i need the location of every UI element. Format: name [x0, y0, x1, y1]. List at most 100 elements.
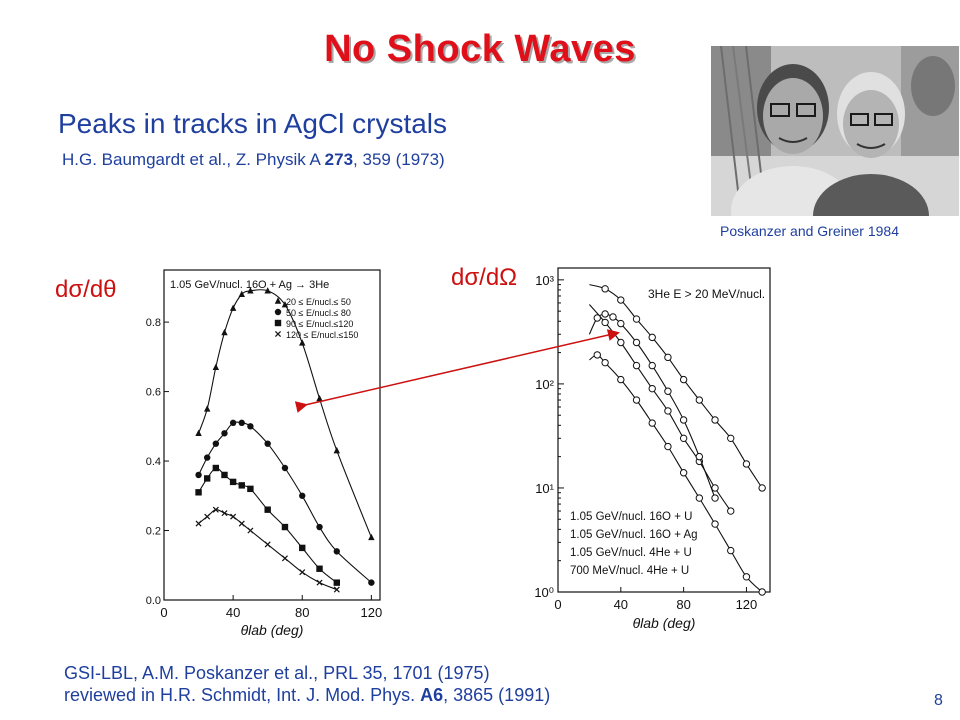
- x-tick-label: 0: [160, 605, 167, 620]
- data-point: [601, 285, 609, 293]
- reference-top: H.G. Baumgardt et al., Z. Physik A 273, …: [62, 150, 445, 170]
- data-point: [711, 520, 719, 528]
- y-tick-label: 10¹: [535, 481, 554, 496]
- data-point: [229, 478, 237, 486]
- data-point: [664, 353, 672, 362]
- data-point: [593, 351, 601, 359]
- data-point: [617, 296, 625, 304]
- x-axis-label: θlab (deg): [241, 622, 304, 638]
- x-tick-label: 120: [736, 597, 758, 612]
- legend-entry: 700 MeV/nucl. 4He + U: [570, 565, 689, 577]
- data-point: [695, 452, 704, 461]
- data-point: [742, 460, 751, 468]
- data-point: [212, 506, 219, 513]
- legend-marker: [274, 319, 282, 327]
- data-point: [679, 375, 688, 384]
- data-point: [247, 423, 254, 430]
- slide-subtitle: Peaks in tracks in AgCl crystals: [58, 108, 448, 139]
- page-number: 8: [934, 692, 943, 709]
- data-point: [593, 314, 601, 322]
- data-point: [664, 442, 672, 451]
- data-point: [758, 588, 766, 596]
- data-point: [230, 513, 237, 520]
- data-point: [601, 358, 609, 367]
- data-point: [316, 579, 323, 586]
- data-point: [221, 328, 228, 336]
- data-point: [648, 419, 656, 427]
- data-point: [204, 475, 211, 482]
- data-point: [212, 464, 220, 472]
- data-point: [316, 523, 323, 531]
- data-point: [648, 361, 656, 370]
- data-point: [632, 361, 641, 370]
- legend-entry: 50 ≤ E/nucl.≤ 80: [286, 308, 351, 318]
- data-point: [264, 506, 271, 513]
- y-axis-label-right: dσ/dΩ: [451, 264, 518, 291]
- data-point: [679, 416, 688, 424]
- y-tick-label: 10³: [535, 273, 554, 288]
- y-tick-label: 0.4: [146, 456, 161, 468]
- data-point: [281, 555, 288, 562]
- legend-marker: [274, 297, 282, 304]
- data-point: [299, 492, 306, 499]
- slide-title: No Shock Waves: [324, 28, 636, 70]
- series-line: [588, 304, 732, 512]
- y-tick-label: 10⁰: [534, 585, 554, 600]
- data-point: [617, 375, 625, 384]
- data-point: [247, 485, 254, 493]
- data-point: [664, 387, 672, 395]
- data-point: [679, 469, 688, 477]
- data-point: [281, 464, 289, 472]
- legend-entry: 1.05 GeV/nucl. 16O + Ag: [570, 529, 698, 541]
- data-point: [299, 544, 306, 552]
- legend-entry: 120 ≤ E/nucl.≤150: [286, 330, 358, 340]
- data-point: [195, 471, 202, 479]
- data-point: [281, 523, 289, 531]
- footer-line-2-post: , 3865 (1991): [443, 685, 551, 705]
- data-point: [711, 494, 719, 502]
- x-tick-label: 40: [226, 605, 240, 620]
- footer-line-2: reviewed in H.R. Schmidt, Int. J. Mod. P…: [64, 684, 550, 706]
- data-point: [695, 494, 704, 502]
- data-point: [333, 579, 340, 586]
- legend-entry: 1.05 GeV/nucl. 4He + U: [570, 547, 692, 559]
- data-point: [281, 301, 289, 308]
- data-point: [238, 482, 245, 489]
- data-point: [264, 541, 271, 548]
- data-point: [601, 310, 609, 318]
- footer-line-2-volume: A6: [420, 685, 444, 705]
- data-point: [229, 304, 237, 311]
- legend-entry: 1.05 GeV/nucl. 16O + U: [570, 511, 692, 523]
- data-point: [742, 573, 751, 581]
- data-point: [316, 394, 323, 402]
- legend-box: [564, 502, 742, 582]
- reference-top-pre: H.G. Baumgardt et al., Z. Physik A: [62, 150, 325, 169]
- data-point: [264, 440, 271, 447]
- x-tick-label: 80: [676, 597, 690, 612]
- photo-drawing: [711, 46, 959, 216]
- data-point: [632, 315, 641, 323]
- data-point: [299, 339, 306, 346]
- y-tick-label: 0.6: [146, 387, 161, 399]
- data-point: [264, 287, 271, 294]
- data-point: [609, 313, 617, 321]
- data-point: [229, 419, 237, 427]
- legend-entry: 90 ≤ E/nucl.≤120: [286, 319, 353, 329]
- y-tick-label: 0.8: [146, 317, 161, 329]
- data-point: [195, 429, 202, 436]
- data-point: [664, 407, 672, 415]
- footer-references: GSI-LBL, A.M. Poskanzer et al., PRL 35, …: [64, 662, 550, 706]
- chart-right-svg: 0 40 80 120 10⁰ 10¹ 10² 10³ θlab (deg) 3He E > 20…: [534, 267, 771, 631]
- data-point: [617, 319, 625, 328]
- y-axis-label-left: dσ/dθ: [55, 276, 117, 302]
- data-point: [212, 363, 220, 370]
- data-point: [195, 520, 202, 527]
- reference-top-volume: 273: [324, 150, 354, 169]
- data-point: [727, 507, 735, 515]
- legend-entry: 20 ≤ E/nucl.≤ 50: [286, 297, 351, 307]
- data-point: [238, 419, 245, 427]
- data-point: [695, 396, 704, 404]
- data-point: [727, 546, 735, 555]
- data-point: [632, 396, 641, 404]
- data-point: [648, 333, 656, 342]
